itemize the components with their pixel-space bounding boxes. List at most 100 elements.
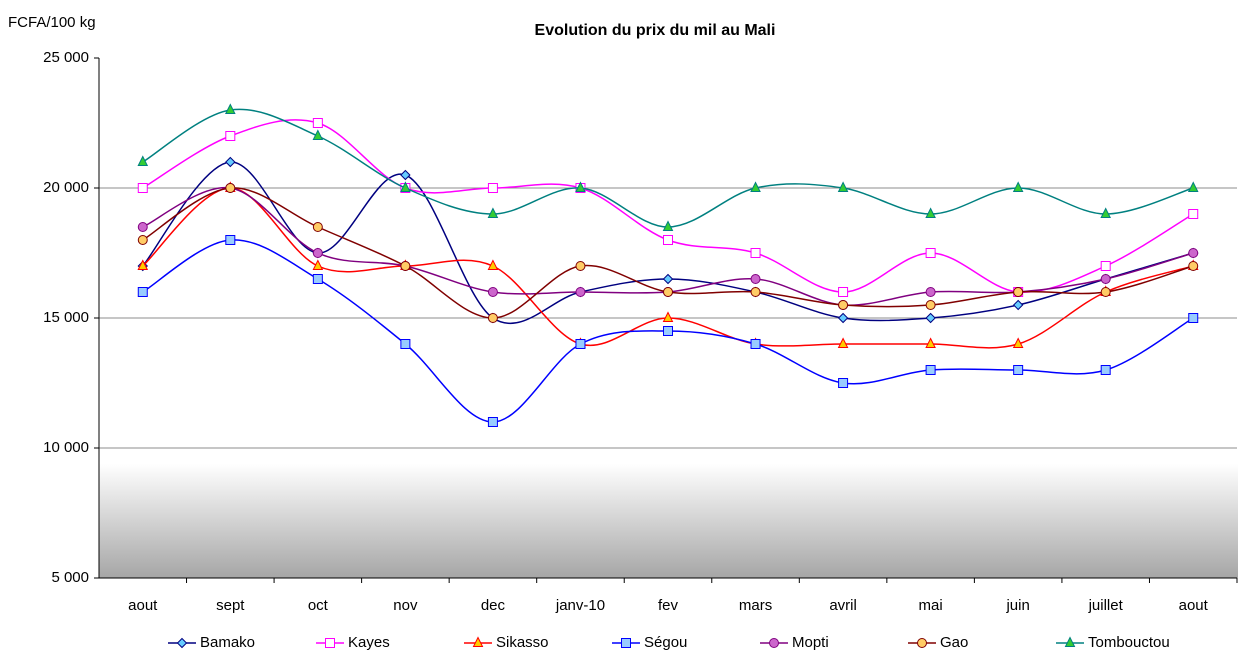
y-tick-label: 10 000 [43, 439, 89, 456]
data-point [487, 313, 498, 323]
data-point [750, 287, 761, 297]
y-axis-label: FCFA/100 kg [8, 14, 96, 31]
data-point [225, 183, 236, 193]
data-point [400, 181, 411, 192]
data-point [662, 273, 674, 285]
legend-marker [917, 638, 927, 648]
x-tick-label: avril [829, 597, 857, 614]
x-tick-label: juin [1005, 597, 1029, 614]
data-point [225, 156, 236, 168]
legend-label: Ségou [644, 634, 687, 651]
data-point [925, 365, 936, 375]
x-tick-label: mai [919, 597, 943, 614]
x-tick-label: aout [1179, 597, 1209, 614]
chart-title: Evolution du prix du mil au Mali [535, 22, 776, 39]
data-point [137, 259, 149, 270]
x-tick-label: dec [481, 597, 506, 614]
data-point [400, 261, 411, 271]
data-point [312, 274, 323, 284]
data-point [575, 287, 586, 297]
data-point [1100, 261, 1111, 271]
x-tick-label: fev [658, 597, 679, 614]
data-point [1100, 287, 1111, 297]
y-tick-label: 5 000 [51, 569, 89, 586]
data-point [1100, 207, 1112, 218]
data-point [137, 155, 149, 166]
data-point [400, 169, 411, 181]
data-point [1013, 365, 1024, 375]
data-point [1100, 365, 1111, 375]
data-point [1013, 287, 1024, 297]
data-point [750, 181, 761, 192]
legend-label: Kayes [348, 634, 390, 651]
data-point [1187, 181, 1199, 192]
data-point [837, 181, 849, 192]
data-point [312, 259, 324, 270]
x-tick-label: janv-10 [555, 597, 605, 614]
data-point [312, 248, 323, 258]
data-point [838, 300, 849, 310]
data-point [662, 220, 674, 231]
data-point [575, 261, 586, 271]
data-point [487, 417, 498, 427]
legend-label: Sikasso [496, 634, 549, 651]
data-point [487, 287, 498, 297]
data-point [838, 287, 849, 297]
data-point [925, 300, 936, 310]
legend-marker [769, 638, 779, 648]
legend-marker [472, 636, 484, 647]
data-point [1188, 248, 1199, 258]
data-point [1188, 261, 1199, 271]
x-tick-label: oct [308, 597, 329, 614]
data-point [1012, 181, 1024, 192]
x-tick-label: sept [216, 597, 245, 614]
x-tick-label: aout [128, 597, 158, 614]
data-point [400, 339, 411, 349]
data-point [663, 326, 673, 336]
data-point [1012, 299, 1024, 311]
legend-marker [176, 637, 188, 649]
data-point [1188, 313, 1199, 323]
y-tick-label: 20 000 [43, 179, 89, 196]
data-point [662, 311, 674, 322]
data-point [1012, 337, 1024, 348]
data-point [925, 207, 936, 218]
data-point [225, 235, 236, 245]
data-point [925, 312, 936, 324]
data-point [837, 312, 849, 324]
y-tick-label: 25 000 [43, 49, 89, 66]
data-point [312, 118, 323, 128]
data-point [487, 259, 499, 270]
legend-label: Bamako [200, 634, 255, 651]
data-point [663, 287, 673, 297]
data-point [750, 339, 761, 349]
data-point [137, 235, 148, 245]
y-tick-label: 15 000 [43, 309, 89, 326]
x-tick-label: mars [739, 597, 772, 614]
data-point [925, 287, 936, 297]
data-point [663, 235, 673, 245]
legend-label: Gao [940, 634, 968, 651]
legend-label: Tombouctou [1088, 634, 1170, 651]
x-tick-label: nov [393, 597, 418, 614]
data-point [750, 248, 761, 258]
data-point [312, 129, 324, 140]
data-point [1188, 209, 1199, 219]
data-point [750, 274, 761, 284]
data-point [575, 181, 586, 192]
legend-marker [621, 638, 631, 648]
data-point [1100, 274, 1111, 284]
data-point [487, 207, 499, 218]
x-tick-label: juillet [1088, 597, 1124, 614]
data-point [487, 183, 498, 193]
data-point [225, 131, 236, 141]
data-point [838, 378, 849, 388]
data-point [137, 287, 148, 297]
data-point [925, 248, 936, 258]
data-point [837, 337, 849, 348]
data-point [224, 103, 236, 114]
data-point [575, 339, 586, 349]
data-point [925, 337, 936, 348]
legend-marker [1064, 636, 1076, 647]
